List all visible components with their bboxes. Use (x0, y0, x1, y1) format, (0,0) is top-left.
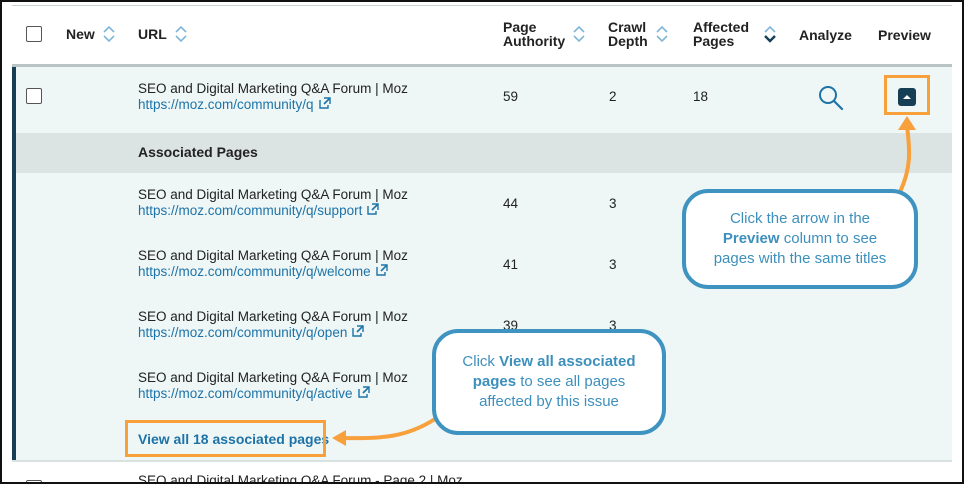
page-authority-value: 59 (503, 89, 519, 104)
url-text: https://moz.com/community/q/open (138, 325, 348, 340)
search-icon (819, 86, 844, 111)
column-header-page-authority[interactable]: Page Authority (503, 20, 586, 48)
page-title: SEO and Digital Marketing Q&A Forum | Mo… (138, 309, 408, 324)
sort-icon[interactable] (174, 24, 188, 44)
callout-bold-text: View all associated (499, 353, 636, 370)
url-text: https://moz.com/community/q/active (138, 386, 353, 401)
page-title: SEO and Digital Marketing Q&A Forum | Mo… (138, 370, 408, 385)
url-text: https://moz.com/community/q/support (138, 203, 363, 218)
column-header-new[interactable]: New (66, 24, 116, 44)
external-link-icon (352, 325, 365, 340)
page-title: SEO and Digital Marketing Q&A Forum | Mo… (138, 81, 408, 96)
column-label: Pages (693, 33, 735, 49)
top-divider (12, 5, 952, 6)
column-header-analyze: Analyze (799, 28, 852, 42)
row-checkbox[interactable] (26, 480, 42, 482)
crawl-depth-value: 3 (609, 196, 617, 211)
external-link-icon (375, 264, 388, 279)
view-all-highlight-box (125, 420, 326, 457)
external-link-icon (318, 97, 331, 112)
column-label: Preview (878, 27, 931, 43)
callout-text: pages with the same titles (713, 250, 887, 267)
crawl-depth-value: 3 (609, 257, 617, 272)
preview-toggle-button[interactable] (898, 88, 916, 106)
analyze-button[interactable] (817, 84, 845, 117)
table-header: New URL Page Authority Crawl Depth Affecte (2, 6, 952, 64)
column-header-affected-pages[interactable]: Affected Pages (693, 20, 777, 48)
column-label: New (66, 26, 95, 42)
column-label: Crawl (608, 19, 647, 35)
page-url-link[interactable]: https://moz.com/community/q (138, 97, 331, 112)
column-label: Depth (608, 33, 648, 49)
expanded-row-indicator (12, 67, 16, 460)
page-title: SEO and Digital Marketing Q&A Forum | Mo… (138, 187, 408, 202)
page-url-link[interactable]: https://moz.com/community/q/active (138, 386, 370, 401)
external-link-icon (367, 203, 380, 218)
row-checkbox[interactable] (26, 88, 42, 104)
column-label: Affected (693, 19, 750, 35)
column-label: Authority (503, 33, 566, 49)
sort-desc-icon[interactable] (763, 24, 777, 44)
preview-highlight-box (884, 75, 930, 115)
column-header-preview: Preview (878, 28, 931, 42)
callout-text: column to see (779, 230, 878, 247)
column-label: Page (503, 19, 537, 35)
view-all-associated-pages-link[interactable]: View all 18 associated pages (138, 431, 330, 447)
callout-text: Click (462, 353, 500, 370)
page-title: SEO and Digital Marketing Q&A Forum | Mo… (138, 248, 408, 263)
column-header-url[interactable]: URL (138, 24, 188, 44)
crawl-depth-value: 3 (609, 318, 617, 333)
sort-icon[interactable] (102, 24, 116, 44)
crawl-depth-value: 2 (609, 89, 617, 104)
callout-bold-text: pages (472, 373, 517, 390)
column-label: Analyze (799, 27, 852, 43)
page-authority-value: 44 (503, 196, 519, 211)
affected-pages-value: 18 (693, 89, 709, 104)
page-url-link[interactable]: https://moz.com/community/q/welcome (138, 264, 388, 279)
page-url-link[interactable]: https://moz.com/community/q/support (138, 203, 380, 218)
url-text: https://moz.com/community/q/welcome (138, 264, 371, 279)
row-divider (12, 460, 952, 462)
preview-callout: Click the arrow in the Preview column to… (682, 189, 918, 289)
callout-bold-text: Preview (722, 230, 780, 247)
column-label: URL (138, 26, 167, 42)
page-title: SEO and Digital Marketing Q&A Forum - Pa… (138, 473, 463, 484)
caret-up-icon (903, 95, 911, 99)
callout-text: to see all pages (516, 373, 626, 390)
associated-pages-band (16, 133, 952, 173)
callout-text: affected by this issue (479, 393, 619, 410)
page-authority-value: 41 (503, 257, 519, 272)
select-all-checkbox[interactable] (26, 26, 42, 42)
column-header-crawl-depth[interactable]: Crawl Depth (608, 20, 669, 48)
external-link-icon (357, 386, 370, 401)
associated-pages-heading: Associated Pages (138, 144, 258, 160)
url-text: https://moz.com/community/q (138, 97, 314, 112)
header-divider (12, 64, 952, 67)
view-all-callout: Click View all associated pages to see a… (432, 329, 666, 435)
sort-icon[interactable] (572, 24, 586, 44)
page-url-link[interactable]: https://moz.com/community/q/open (138, 325, 365, 340)
callout-text: Click the arrow in the (729, 210, 871, 227)
sort-icon[interactable] (655, 24, 669, 44)
